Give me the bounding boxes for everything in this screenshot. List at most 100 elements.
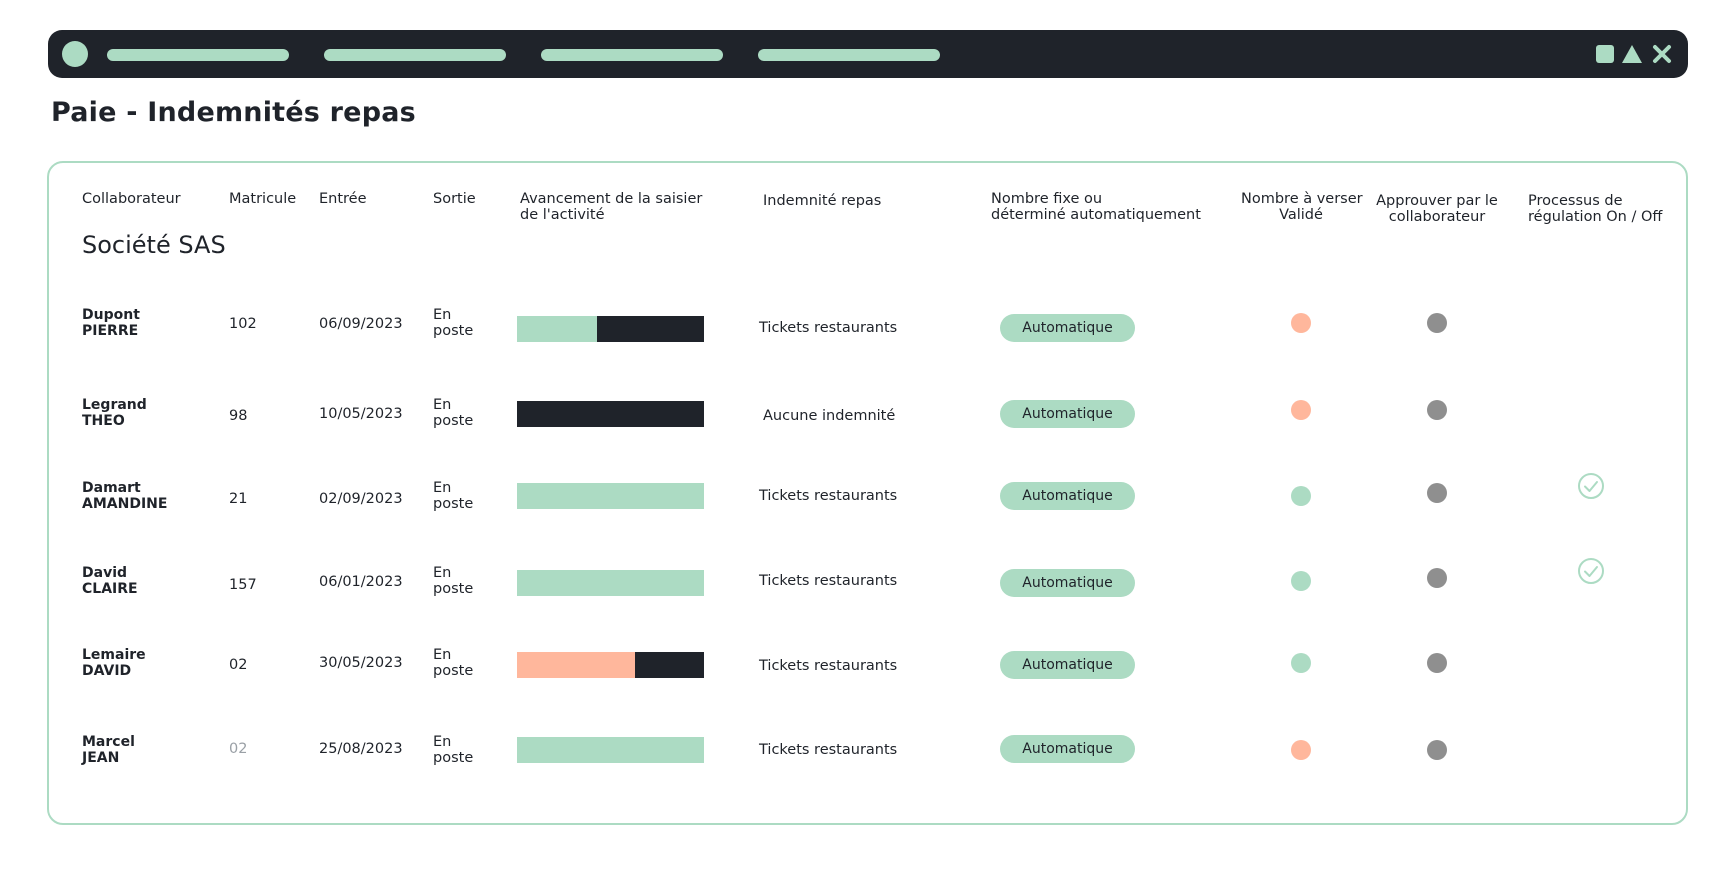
employee-sortie: En poste <box>433 480 473 512</box>
regulation-check-icon[interactable] <box>1577 472 1605 500</box>
activity-progress-bar <box>517 737 704 763</box>
menu-placeholder-2[interactable] <box>324 49 506 61</box>
employee-sortie: En poste <box>433 565 473 597</box>
app-logo-icon[interactable] <box>62 41 88 67</box>
approuve-status-dot[interactable] <box>1427 313 1447 333</box>
square-icon[interactable] <box>1596 45 1614 63</box>
valide-status-dot[interactable] <box>1291 740 1311 760</box>
activity-progress-fill <box>517 483 704 509</box>
sortie-line1: En <box>433 565 452 581</box>
mode-badge[interactable]: Automatique <box>1000 651 1135 679</box>
indemnite-type: Tickets restaurants <box>759 573 898 589</box>
sortie-line1: En <box>433 480 452 496</box>
approuve-status-dot[interactable] <box>1427 400 1447 420</box>
page-title: Paie - Indemnités repas <box>51 97 416 128</box>
header-nombre-fixe-line1: Nombre fixe ou <box>991 191 1103 207</box>
employee-entree: 30/05/2023 <box>319 655 403 671</box>
header-nombre-verser-line1: Nombre à verser <box>1241 191 1363 207</box>
triangle-icon[interactable] <box>1621 43 1643 65</box>
employee-sortie: En poste <box>433 397 473 429</box>
table-row[interactable]: Legrand THEO 98 10/05/2023 En poste Aucu… <box>0 381 1720 441</box>
mode-badge[interactable]: Automatique <box>1000 314 1135 342</box>
activity-progress-bar <box>517 316 704 342</box>
activity-progress-bar <box>517 483 704 509</box>
employee-firstname: AMANDINE <box>82 496 168 512</box>
header-avancement-line1: Avancement de la saisier <box>520 191 703 207</box>
header-processus-line1: Processus de <box>1528 193 1623 209</box>
employee-matricule: 157 <box>229 577 257 593</box>
indemnite-type: Tickets restaurants <box>759 488 898 504</box>
header-nombre-verser: Nombre à verser Validé <box>1241 191 1363 223</box>
mode-badge[interactable]: Automatique <box>1000 569 1135 597</box>
table-row[interactable]: Lemaire DAVID 02 30/05/2023 En poste Tic… <box>0 636 1720 696</box>
employee-name: Legrand THEO <box>82 397 147 429</box>
header-nombre-verser-line2: Validé <box>1279 207 1323 223</box>
header-nombre-fixe: Nombre fixe ou déterminé automatiquement <box>991 191 1201 223</box>
header-approuver-line2: collaborateur <box>1388 209 1486 225</box>
activity-progress-fill <box>517 316 598 342</box>
approuve-status-dot[interactable] <box>1427 483 1447 503</box>
approuve-status-dot[interactable] <box>1427 653 1447 673</box>
valide-status-dot[interactable] <box>1291 653 1311 673</box>
employee-name: Marcel JEAN <box>82 734 135 766</box>
close-icon[interactable] <box>1651 43 1673 65</box>
valide-status-dot[interactable] <box>1291 313 1311 333</box>
header-sortie: Sortie <box>433 191 476 207</box>
sortie-line2: poste <box>433 323 474 339</box>
employee-matricule: 21 <box>229 491 248 507</box>
employee-name: Lemaire DAVID <box>82 647 146 679</box>
header-avancement: Avancement de la saisier de l'activité <box>520 191 702 223</box>
valide-status-dot[interactable] <box>1291 400 1311 420</box>
table-row[interactable]: David CLAIRE 157 06/01/2023 En poste Tic… <box>0 551 1720 611</box>
activity-progress-bar <box>517 652 704 678</box>
mode-badge[interactable]: Automatique <box>1000 735 1135 763</box>
mode-badge[interactable]: Automatique <box>1000 400 1135 428</box>
employee-firstname: JEAN <box>82 750 120 766</box>
valide-status-dot[interactable] <box>1291 571 1311 591</box>
employee-entree: 06/01/2023 <box>319 574 403 590</box>
employee-entree: 10/05/2023 <box>319 406 403 422</box>
employee-firstname: THEO <box>82 413 125 429</box>
company-name: Société SAS <box>82 231 226 259</box>
mode-badge[interactable]: Automatique <box>1000 482 1135 510</box>
menu-placeholder-1[interactable] <box>107 49 289 61</box>
menu-placeholder-4[interactable] <box>758 49 940 61</box>
sortie-line2: poste <box>433 581 474 597</box>
activity-progress-bar <box>517 401 704 427</box>
sortie-line2: poste <box>433 663 474 679</box>
header-processus: Processus de régulation On / Off <box>1528 193 1662 225</box>
employee-name: David CLAIRE <box>82 565 138 597</box>
employee-firstname: DAVID <box>82 663 132 679</box>
employee-name: Dupont PIERRE <box>82 307 140 339</box>
menu-placeholder-3[interactable] <box>541 49 723 61</box>
employee-sortie: En poste <box>433 307 473 339</box>
approuve-status-dot[interactable] <box>1427 740 1447 760</box>
table-row[interactable]: Marcel JEAN 02 25/08/2023 En poste Ticke… <box>0 720 1720 780</box>
header-entree: Entrée <box>319 191 367 207</box>
employee-firstname: CLAIRE <box>82 581 138 597</box>
approuve-status-dot[interactable] <box>1427 568 1447 588</box>
window-titlebar <box>48 30 1688 78</box>
sortie-line1: En <box>433 734 452 750</box>
valide-status-dot[interactable] <box>1291 486 1311 506</box>
sortie-line1: En <box>433 647 452 663</box>
table-row[interactable]: Damart AMANDINE 21 02/09/2023 En poste T… <box>0 466 1720 526</box>
header-approuver-line1: Approuver par le <box>1376 193 1498 209</box>
regulation-check-icon[interactable] <box>1577 557 1605 585</box>
table-panel <box>47 161 1688 825</box>
employee-entree: 25/08/2023 <box>319 741 403 757</box>
sortie-line1: En <box>433 307 452 323</box>
activity-progress-fill <box>517 570 704 596</box>
header-processus-line2: régulation On / Off <box>1528 209 1663 225</box>
employee-firstname: PIERRE <box>82 323 139 339</box>
employee-lastname: David <box>82 565 128 581</box>
indemnite-type: Tickets restaurants <box>759 742 898 758</box>
activity-progress-fill <box>517 652 635 678</box>
employee-lastname: Lemaire <box>82 647 146 663</box>
table-row[interactable]: Dupont PIERRE 102 06/09/2023 En poste Ti… <box>0 293 1720 353</box>
header-collaborateur: Collaborateur <box>82 191 181 207</box>
employee-entree: 06/09/2023 <box>319 316 403 332</box>
sortie-line2: poste <box>433 413 474 429</box>
sortie-line2: poste <box>433 750 474 766</box>
indemnite-type: Aucune indemnité <box>763 408 896 424</box>
